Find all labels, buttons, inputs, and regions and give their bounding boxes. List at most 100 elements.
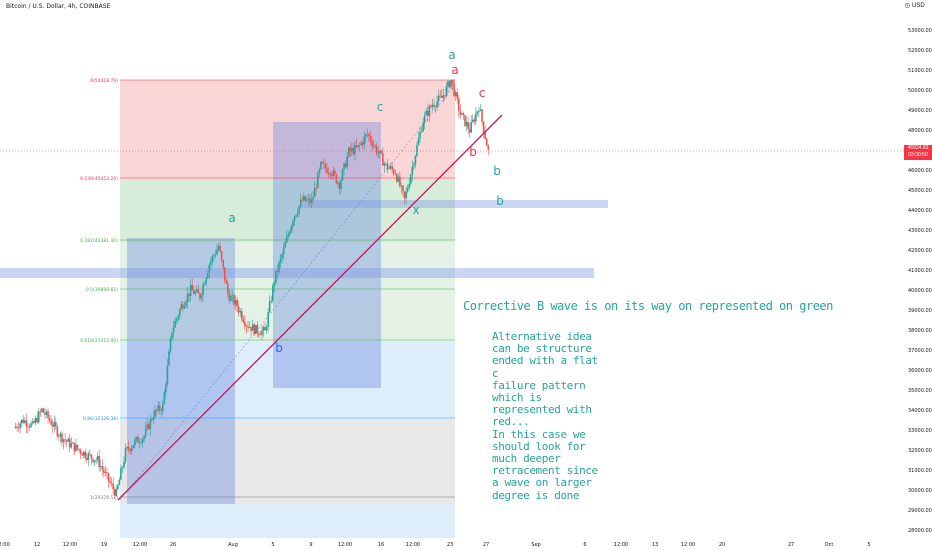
candle-body [132,445,135,448]
candle-body [471,119,474,122]
candle-body [439,95,441,97]
candle-body [383,163,386,166]
time-tick-label: 9 [309,542,312,548]
settings-icon[interactable] [904,2,911,9]
wave-label: b [469,145,477,159]
candle-body [149,419,152,430]
time-tick-label: Oct [825,542,834,548]
time-tick-label: 2:00 [0,542,10,548]
candle-body [264,327,266,331]
time-tick-label: 27 [483,542,489,548]
candle-body [458,98,460,111]
price-tick-label: 30000.00 [908,488,932,494]
price-tick-label: 32000.00 [908,448,932,454]
candle-body [203,284,206,286]
wave-label: c [377,100,384,114]
candle-body [473,119,476,122]
candle-body [47,411,49,419]
candle-body [154,409,156,418]
candle-body [343,163,345,170]
candle-body [281,254,283,258]
candle-body [160,410,162,412]
candle-body [206,273,209,279]
time-tick-label: 27 [788,542,794,548]
fib-level-label: 0.5(39898.65) [86,287,118,293]
candle-body [357,145,359,147]
price-tick-label: 43000.00 [908,228,932,234]
candle-body [37,411,40,423]
candle-body [416,145,418,156]
candle-body [33,421,35,423]
support-band-2[interactable] [300,200,608,208]
candle-body [242,319,245,323]
time-tick-label: 19 [101,542,107,548]
candle-body [437,95,440,102]
candle-body [222,259,224,268]
candle-body [90,454,93,459]
candle-body [152,417,155,420]
candle-body [267,312,269,328]
candle-body [51,424,54,427]
candle-body [292,221,294,226]
candle-body [273,282,276,286]
alternative-annotation[interactable]: Alternative idea can be structure ended … [492,330,598,502]
candle-body [485,138,488,146]
fib-level-label: 0.236(45453.20) [80,176,118,182]
support-band-1[interactable] [0,268,594,278]
candle-body [385,163,387,165]
candle-body [148,424,150,430]
candle-body [166,365,169,385]
candle-body [442,95,445,98]
candle-body [258,333,260,335]
candle-body [481,109,483,122]
candle-body [89,453,91,455]
candle-body [239,311,242,313]
main-annotation[interactable]: Corrective B wave is on its way on repre… [463,299,833,313]
candle-body [191,285,193,291]
candle-body [355,145,358,147]
range-box-2[interactable] [273,122,381,388]
candle-body [372,145,375,147]
candle-body [25,420,28,427]
candle-body [459,110,462,115]
candle-body [135,436,138,440]
time-tick-label: 13 [652,542,658,548]
candle-body [399,176,401,187]
candle-body [112,483,114,490]
candle-body [124,447,127,462]
trendline[interactable] [117,114,503,501]
candle-body [307,198,310,200]
price-tick-label: 42000.00 [908,248,932,254]
candle-body [247,326,249,328]
fib-zone-86-1 [120,419,455,504]
candle-body [79,450,82,454]
candle-body [137,436,139,443]
candle-body [354,145,356,155]
candle-body [134,439,136,446]
candle-body [99,466,102,467]
price-tick-label: 53000.00 [908,28,932,34]
candle-body [484,132,486,139]
time-axis[interactable]: 2:00 12 12:00 19 12:00 26 Aug 5 9 12:00 16 12:00 23 2… [0,542,871,548]
symbol-title[interactable]: Bitcoin / U.S. Dollar, 4h, COINBASE [6,3,111,10]
candle-body [210,261,212,265]
price-tick-label: 35000.00 [908,388,932,394]
price-axis[interactable]: 53000.00 52000.00 51000.00 50000.00 49000.00… [908,28,932,534]
candle-body [64,439,66,441]
candle-body [386,163,389,170]
time-tick-label: 20 [719,542,725,548]
price-tick-label: 48000.00 [908,128,932,134]
candle-body [183,305,186,309]
candle-body [309,198,311,204]
price-tick-label: 34000.00 [908,408,932,414]
candle-body [200,295,203,299]
range-box-1[interactable] [127,238,235,504]
candle-body [157,405,159,411]
median-line [119,84,456,501]
candle-body [244,322,246,326]
candle-body [17,427,20,429]
price-tick-label: 40000.00 [908,288,932,294]
candle-body [396,174,398,182]
candle-body [158,405,161,411]
